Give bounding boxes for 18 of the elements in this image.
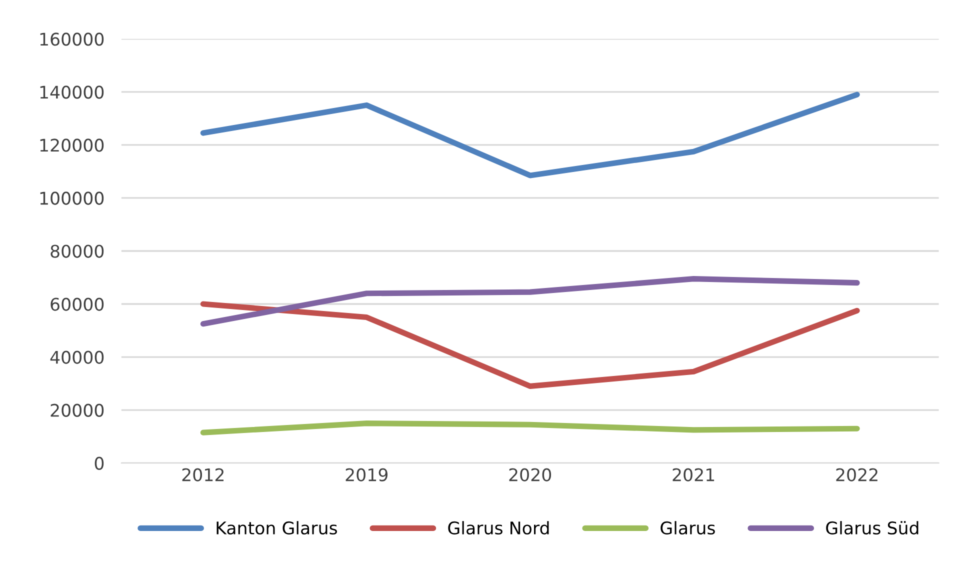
legend-label: Glarus Nord	[448, 521, 549, 535]
legend-label: Glarus	[660, 521, 715, 535]
legend-label: Kanton Glarus	[216, 521, 337, 535]
legend-label: Glarus Süd	[826, 521, 918, 535]
x-tick-label: 2021	[672, 468, 714, 482]
y-tick-label: 100000	[40, 192, 104, 205]
y-tick-label: 0	[94, 456, 104, 470]
x-tick-label: 2019	[346, 468, 388, 482]
x-tick-label: 2020	[509, 468, 552, 482]
x-tick-label: 2012	[182, 468, 224, 482]
y-tick-label: 40000	[50, 350, 104, 364]
y-tick-label: 80000	[50, 244, 104, 258]
x-tick-label: 2022	[836, 468, 878, 482]
y-tick-label: 120000	[40, 138, 104, 152]
y-tick-label: 160000	[40, 32, 104, 46]
y-tick-label: 60000	[50, 298, 104, 311]
y-tick-label: 20000	[50, 404, 104, 417]
y-tick-label: 140000	[40, 86, 104, 99]
